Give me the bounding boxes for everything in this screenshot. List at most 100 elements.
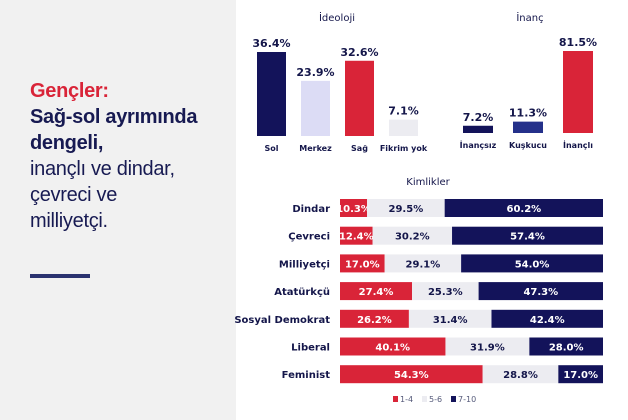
segment-1-4	[340, 282, 413, 301]
bar-value-label: 81.5%	[559, 36, 597, 49]
bar-sol	[257, 52, 286, 136]
headline-line-2: Sağ-sol ayrımında	[30, 106, 198, 128]
bar-merkez	[301, 80, 330, 136]
stacked-row: Liberal 40.1% 31.9% 28.0%	[291, 337, 603, 356]
segment-7-10	[558, 365, 603, 384]
row-label: Milliyetçi	[279, 259, 330, 270]
segment-value-label: 31.9%	[470, 343, 505, 354]
segment-value-label: 28.8%	[503, 370, 538, 381]
left-panel	[0, 0, 236, 420]
bar-category-label: İnançlı	[563, 140, 593, 150]
segment-7-10	[452, 226, 603, 245]
bar-value-label: 36.4%	[252, 37, 290, 50]
bar-value-label: 7.2%	[463, 111, 494, 124]
chart-title: İnanç	[516, 11, 543, 24]
row-label: Feminist	[282, 370, 331, 381]
headline-line-5: çevreci ve	[30, 184, 118, 206]
segment-1-4	[340, 226, 373, 245]
segment-value-label: 28.0%	[549, 343, 584, 354]
segment-value-label: 47.3%	[523, 287, 558, 298]
segment-value-label: 17.0%	[563, 370, 598, 381]
headline: Gençler: Sağ-sol ayrımında dengeli, inan…	[30, 78, 230, 234]
legend-label: 5-6	[429, 395, 442, 404]
stacked-row: Çevreci 12.4% 30.2% 57.4%	[288, 226, 603, 245]
bar-sağ	[345, 60, 374, 137]
segment-1-4	[340, 337, 446, 356]
segment-5-6	[372, 226, 453, 245]
row-label: Atatürkçü	[274, 287, 330, 298]
segment-value-label: 30.2%	[395, 232, 430, 243]
legend-swatch	[451, 396, 456, 402]
segment-value-label: 40.1%	[375, 343, 410, 354]
row-label: Sosyal Demokrat	[234, 315, 330, 326]
bar-value-label: 32.6%	[340, 46, 378, 59]
headline-line-3: dengeli,	[30, 132, 104, 154]
legend-swatch	[393, 396, 398, 402]
bar-value-label: 11.3%	[509, 107, 547, 120]
bar-kuşkucu	[513, 121, 543, 133]
bar-value-label: 7.1%	[388, 105, 419, 118]
bar-category-label: Sağ	[351, 144, 368, 153]
bar-category-label: Sol	[265, 144, 279, 153]
bar-i̇nançlı	[563, 51, 593, 133]
segment-value-label: 42.4%	[530, 315, 565, 326]
chart-title: Kimlikler	[406, 177, 450, 188]
bar-fikrim-yok	[389, 119, 418, 136]
bar-i̇nançsız	[463, 125, 493, 133]
stacked-row: Sosyal Demokrat 26.2% 31.4% 42.4%	[234, 309, 603, 328]
segment-value-label: 17.0%	[345, 259, 380, 270]
chart-title: İdeoloji	[319, 11, 355, 24]
segment-1-4	[340, 254, 385, 273]
segment-value-label: 60.2%	[506, 204, 541, 215]
stacked-row: Dindar 10.3% 29.5% 60.2%	[292, 199, 603, 217]
bar-category-label: Fikrim yok	[380, 144, 428, 153]
legend-label: 1-4	[400, 395, 413, 404]
segment-value-label: 29.1%	[406, 259, 441, 270]
segment-value-label: 54.3%	[394, 370, 429, 381]
segment-value-label: 31.4%	[433, 315, 468, 326]
segment-5-6	[482, 365, 559, 384]
legend-swatch	[422, 396, 427, 402]
bar-category-label: İnançsız	[460, 140, 497, 150]
bar-value-label: 23.9%	[296, 66, 334, 79]
row-label: Liberal	[291, 343, 330, 354]
legend-label: 7-10	[458, 395, 476, 404]
headline-line-4: inançlı ve dindar,	[30, 158, 175, 180]
bar-category-label: Kuşkucu	[509, 141, 547, 150]
segment-7-10	[461, 254, 603, 273]
segment-1-4	[340, 365, 483, 384]
segment-5-6	[408, 309, 492, 328]
segment-5-6	[412, 282, 479, 301]
segment-value-label: 10.3%	[336, 204, 371, 215]
segment-7-10	[529, 337, 603, 356]
segment-7-10	[444, 199, 603, 217]
segment-value-label: 12.4%	[339, 232, 374, 243]
segment-1-4	[340, 199, 368, 217]
ideoloji-chart: İdeoloji 36.4% Sol 23.9% Merkez 32.6% Sağ 7.1% F…	[252, 11, 427, 153]
bar-category-label: Merkez	[299, 144, 332, 153]
row-label: Dindar	[292, 204, 330, 215]
stacked-row: Feminist 54.3% 28.8% 17.0%	[282, 365, 603, 384]
stacked-row: Atatürkçü 27.4% 25.3% 47.3%	[274, 282, 603, 301]
headline-title: Gençler:	[30, 80, 109, 102]
segment-value-label: 57.4%	[510, 232, 545, 243]
headline-line-6: milliyetçi.	[30, 210, 108, 232]
segment-value-label: 54.0%	[515, 259, 550, 270]
segment-5-6	[384, 254, 462, 273]
row-label: Çevreci	[288, 232, 330, 243]
segment-1-4	[340, 309, 409, 328]
stacked-row: Milliyetçi 17.0% 29.1% 54.0%	[279, 254, 603, 273]
inanc-chart: İnanç 7.2% İnançsız 11.3% Kuşkucu 81.5% İnançl…	[460, 11, 597, 150]
segment-7-10	[491, 309, 603, 328]
segment-value-label: 29.5%	[389, 204, 424, 215]
segment-5-6	[445, 337, 530, 356]
kimlikler-chart: Kimlikler Dindar 10.3% 29.5% 60.2% Çevreci 12.…	[234, 177, 603, 404]
legend: 1-4 5-6 7-10	[393, 395, 476, 404]
segment-5-6	[367, 199, 445, 217]
segment-value-label: 27.4%	[359, 287, 394, 298]
segment-value-label: 25.3%	[428, 287, 463, 298]
segment-7-10	[478, 282, 603, 301]
accent-divider	[30, 274, 90, 278]
segment-value-label: 26.2%	[357, 315, 392, 326]
